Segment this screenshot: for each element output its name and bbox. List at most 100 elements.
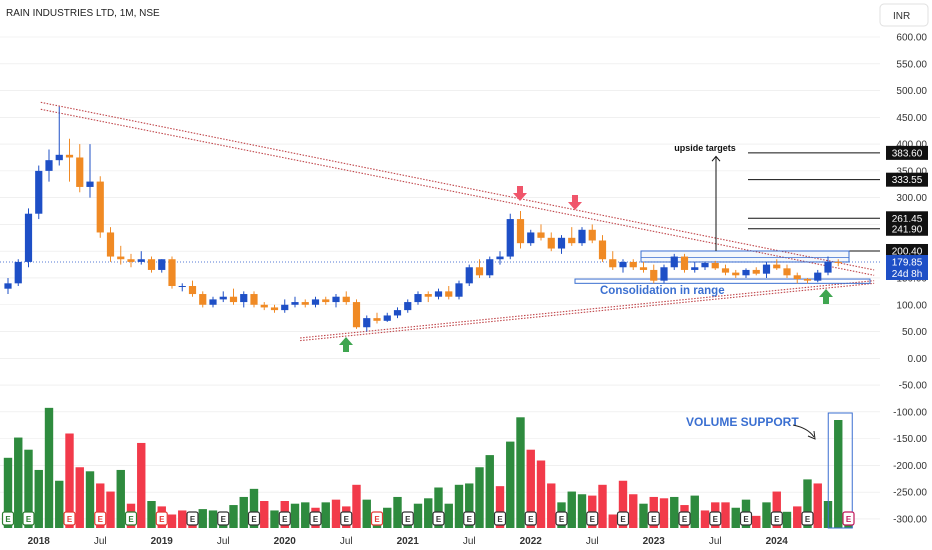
earnings-badge[interactable]: E: [842, 511, 855, 526]
volume-bar: [321, 502, 330, 528]
price-tag[interactable]: 241.90: [886, 221, 928, 236]
candle: [568, 227, 576, 246]
consolidation-range-box[interactable]: [574, 278, 871, 284]
candle: [188, 280, 197, 297]
volume-bar: [659, 498, 669, 528]
earnings-badge[interactable]: E: [647, 511, 660, 526]
volume-bar: [803, 479, 812, 528]
candle: [732, 269, 740, 278]
earnings-badge[interactable]: E: [309, 511, 322, 526]
earnings-badge[interactable]: E: [739, 511, 753, 526]
annotations: upside targets Consolidation in range VOLU…: [339, 143, 833, 440]
candle: [445, 286, 453, 300]
earnings-badge[interactable]: E: [155, 511, 168, 526]
svg-text:E: E: [190, 515, 196, 524]
volume-bar: [782, 511, 792, 528]
candle: [680, 253, 689, 273]
candle: [311, 296, 320, 308]
volume-support-label: VOLUME SUPPORT: [686, 415, 799, 429]
consolidation-label: Consolidation in range: [600, 285, 725, 297]
volume-bar: [413, 503, 423, 528]
earnings-badge[interactable]: E: [94, 511, 107, 526]
candle: [598, 235, 607, 262]
svg-text:E: E: [528, 515, 534, 524]
svg-text:E: E: [774, 515, 780, 524]
earnings-badge[interactable]: E: [278, 511, 291, 526]
range-top-box[interactable]: [640, 250, 850, 263]
time-axis[interactable]: 2018 Jul 2019 Jul 2020 Jul 2021 Jul 2022 Jul 2023 J…: [28, 536, 789, 547]
support-trendline-upper[interactable]: [300, 280, 875, 339]
earnings-badge[interactable]: E: [709, 511, 722, 526]
earnings-badge[interactable]: E: [186, 511, 199, 526]
candle: [393, 307, 402, 319]
price-tick-label: 100.00: [896, 300, 927, 311]
volume-bar: [547, 483, 556, 528]
earnings-badge[interactable]: E: [217, 511, 230, 526]
earnings-badge[interactable]: E: [678, 511, 691, 526]
candle: [229, 288, 238, 305]
price-tick-label: 500.00: [896, 86, 927, 97]
price-tick-label: -250.00: [893, 488, 927, 499]
resistance-trendline-lower[interactable]: [40, 108, 875, 276]
volume-bar: [629, 494, 638, 528]
resistance-trendline-upper[interactable]: [40, 101, 875, 271]
price-tick-label: 600.00: [896, 33, 927, 44]
volume-bar: [516, 417, 525, 528]
earnings-badge[interactable]: E: [524, 511, 537, 526]
earnings-badge[interactable]: E: [1, 511, 15, 526]
earnings-badge[interactable]: E: [401, 511, 414, 526]
volume-pane: [3, 407, 853, 529]
candle: [803, 277, 812, 284]
earnings-badge[interactable]: E: [340, 511, 353, 526]
candle: [383, 312, 391, 322]
earnings-badge[interactable]: E: [463, 511, 476, 526]
volume-bar: [198, 509, 207, 528]
candle: [486, 256, 494, 278]
candle: [240, 291, 248, 308]
earnings-badge[interactable]: E: [586, 511, 599, 526]
earnings-badge[interactable]: E: [124, 511, 138, 526]
earnings-badge[interactable]: E: [493, 511, 507, 526]
volume-bar: [75, 467, 84, 528]
candle: [178, 283, 186, 292]
candle: [260, 302, 268, 311]
earnings-badge[interactable]: E: [370, 511, 384, 526]
price-tick-label: -50.00: [899, 381, 928, 392]
earnings-badge[interactable]: E: [247, 511, 261, 526]
volume-bar: [116, 469, 125, 528]
time-tick-label: Jul: [340, 536, 353, 547]
earnings-badge[interactable]: E: [801, 511, 814, 526]
earnings-badge[interactable]: E: [555, 511, 568, 526]
candle: [291, 296, 299, 308]
upside-targets-label: upside targets: [674, 143, 736, 153]
earnings-badge[interactable]: E: [616, 511, 630, 526]
volume-bar: [731, 507, 740, 528]
candle: [373, 312, 381, 324]
price-tag[interactable]: 383.60: [886, 145, 928, 160]
svg-text:24d 8h: 24d 8h: [892, 269, 923, 280]
candle: [793, 272, 801, 284]
support-trendline-lower[interactable]: [300, 282, 875, 342]
volume-bar: [393, 496, 402, 528]
candle: [670, 253, 678, 270]
svg-text:E: E: [805, 515, 811, 524]
candle: [363, 315, 371, 332]
volume-bar: [270, 510, 279, 528]
price-tag[interactable]: 333.55: [886, 172, 928, 187]
volume-bar: [434, 487, 443, 528]
price-axis[interactable]: 600.00 550.00 500.00 450.00 400.00 350.00 300.…: [886, 33, 928, 526]
earnings-badge[interactable]: E: [432, 511, 445, 526]
currency-box[interactable]: [879, 3, 929, 27]
candle: [147, 256, 156, 273]
volume-bar: [475, 467, 484, 528]
earnings-badge[interactable]: E: [770, 511, 783, 526]
earnings-badge[interactable]: E: [63, 511, 76, 526]
candle: [475, 259, 484, 278]
price-tag[interactable]: 200.40: [886, 243, 928, 258]
earnings-badge[interactable]: E: [22, 511, 35, 526]
volume-bar: [793, 506, 802, 528]
volume-bar: [506, 441, 515, 528]
svg-text:E: E: [128, 515, 134, 524]
